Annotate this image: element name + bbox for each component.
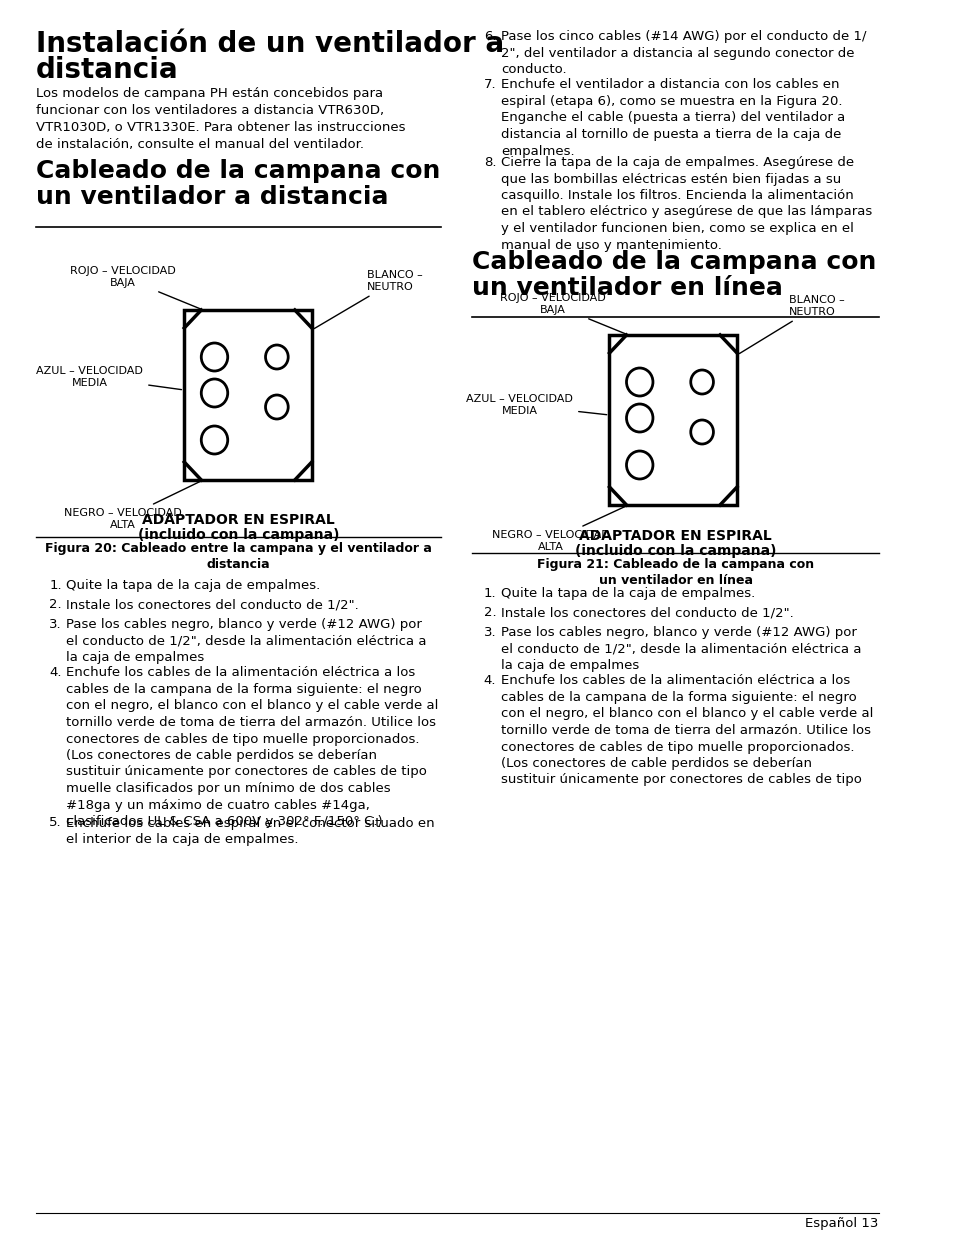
Text: Instale los conectores del conducto de 1/2".: Instale los conectores del conducto de 1… — [66, 599, 358, 611]
Text: Quite la tapa de la caja de empalmes.: Quite la tapa de la caja de empalmes. — [500, 587, 754, 600]
Circle shape — [690, 370, 713, 394]
Text: 4.: 4. — [50, 667, 62, 679]
Circle shape — [626, 368, 652, 396]
Text: NEGRO – VELOCIDAD
ALTA: NEGRO – VELOCIDAD ALTA — [64, 482, 200, 530]
Text: un ventilador en línea: un ventilador en línea — [472, 275, 782, 300]
Text: 2.: 2. — [483, 606, 496, 620]
Text: 3.: 3. — [50, 618, 62, 631]
Text: 2.: 2. — [50, 599, 62, 611]
Text: Pase los cables negro, blanco y verde (#12 AWG) por
el conducto de 1/2", desde l: Pase los cables negro, blanco y verde (#… — [500, 626, 861, 672]
Text: BLANCO –
NEUTRO: BLANCO – NEUTRO — [314, 270, 422, 329]
Circle shape — [201, 343, 228, 370]
Text: 1.: 1. — [50, 579, 62, 592]
Text: Los modelos de campana PH están concebidos para
funcionar con los ventiladores a: Los modelos de campana PH están concebid… — [36, 86, 405, 151]
Circle shape — [626, 451, 652, 479]
Text: 8.: 8. — [483, 156, 496, 169]
Circle shape — [201, 379, 228, 408]
Text: Español 13: Español 13 — [804, 1216, 878, 1230]
Bar — [609, 335, 737, 505]
Text: ROJO – VELOCIDAD
BAJA: ROJO – VELOCIDAD BAJA — [70, 267, 200, 309]
Text: 6.: 6. — [483, 30, 496, 43]
Circle shape — [626, 404, 652, 432]
Text: AZUL – VELOCIDAD
MEDIA: AZUL – VELOCIDAD MEDIA — [466, 394, 606, 416]
Text: 7.: 7. — [483, 79, 496, 91]
Text: 1.: 1. — [483, 587, 496, 600]
Text: Instale los conectores del conducto de 1/2".: Instale los conectores del conducto de 1… — [500, 606, 793, 620]
Text: Enchufe los cables en espiral en el conector situado en
el interior de la caja d: Enchufe los cables en espiral en el cone… — [66, 816, 435, 846]
Text: 5.: 5. — [50, 816, 62, 830]
Text: Enchufe los cables de la alimentación eléctrica a los
cables de la campana de la: Enchufe los cables de la alimentación el… — [66, 667, 438, 827]
Text: ADAPTADOR EN ESPIRAL: ADAPTADOR EN ESPIRAL — [578, 529, 771, 543]
Circle shape — [265, 345, 288, 369]
Text: Enchufe el ventilador a distancia con los cables en
espiral (etapa 6), como se m: Enchufe el ventilador a distancia con lo… — [500, 79, 844, 158]
Text: (incluido con la campana): (incluido con la campana) — [137, 529, 339, 542]
Text: Figura 20: Cableado entre la campana y el ventilador a
distancia: Figura 20: Cableado entre la campana y e… — [45, 542, 432, 571]
Circle shape — [265, 395, 288, 419]
Text: (incluido con la campana): (incluido con la campana) — [575, 543, 776, 558]
Text: Pase los cinco cables (#14 AWG) por el conducto de 1/
2", del ventilador a dista: Pase los cinco cables (#14 AWG) por el c… — [500, 30, 865, 77]
Text: ROJO – VELOCIDAD
BAJA: ROJO – VELOCIDAD BAJA — [499, 294, 625, 333]
Bar — [184, 310, 312, 480]
Text: Cableado de la campana con: Cableado de la campana con — [36, 159, 440, 183]
Text: AZUL – VELOCIDAD
MEDIA: AZUL – VELOCIDAD MEDIA — [36, 367, 181, 389]
Text: Quite la tapa de la caja de empalmes.: Quite la tapa de la caja de empalmes. — [66, 579, 320, 592]
Text: 4.: 4. — [483, 674, 496, 688]
Circle shape — [201, 426, 228, 454]
Circle shape — [690, 420, 713, 445]
Text: Instalación de un ventilador a: Instalación de un ventilador a — [36, 30, 503, 58]
Text: 3.: 3. — [483, 626, 496, 638]
Text: distancia: distancia — [36, 56, 178, 84]
Text: Cableado de la campana con: Cableado de la campana con — [472, 249, 876, 274]
Text: Figura 21: Cableado de la campana con
un ventilador en línea: Figura 21: Cableado de la campana con un… — [537, 558, 813, 587]
Text: un ventilador a distancia: un ventilador a distancia — [36, 185, 388, 209]
Text: NEGRO – VELOCIDAD
ALTA: NEGRO – VELOCIDAD ALTA — [492, 506, 625, 552]
Text: Pase los cables negro, blanco y verde (#12 AWG) por
el conducto de 1/2", desde l: Pase los cables negro, blanco y verde (#… — [66, 618, 426, 664]
Text: Enchufe los cables de la alimentación eléctrica a los
cables de la campana de la: Enchufe los cables de la alimentación el… — [500, 674, 872, 787]
Text: ADAPTADOR EN ESPIRAL: ADAPTADOR EN ESPIRAL — [142, 513, 335, 527]
Text: BLANCO –
NEUTRO: BLANCO – NEUTRO — [739, 295, 844, 353]
Text: Cierre la tapa de la caja de empalmes. Asegúrese de
que las bombillas eléctricas: Cierre la tapa de la caja de empalmes. A… — [500, 156, 871, 252]
